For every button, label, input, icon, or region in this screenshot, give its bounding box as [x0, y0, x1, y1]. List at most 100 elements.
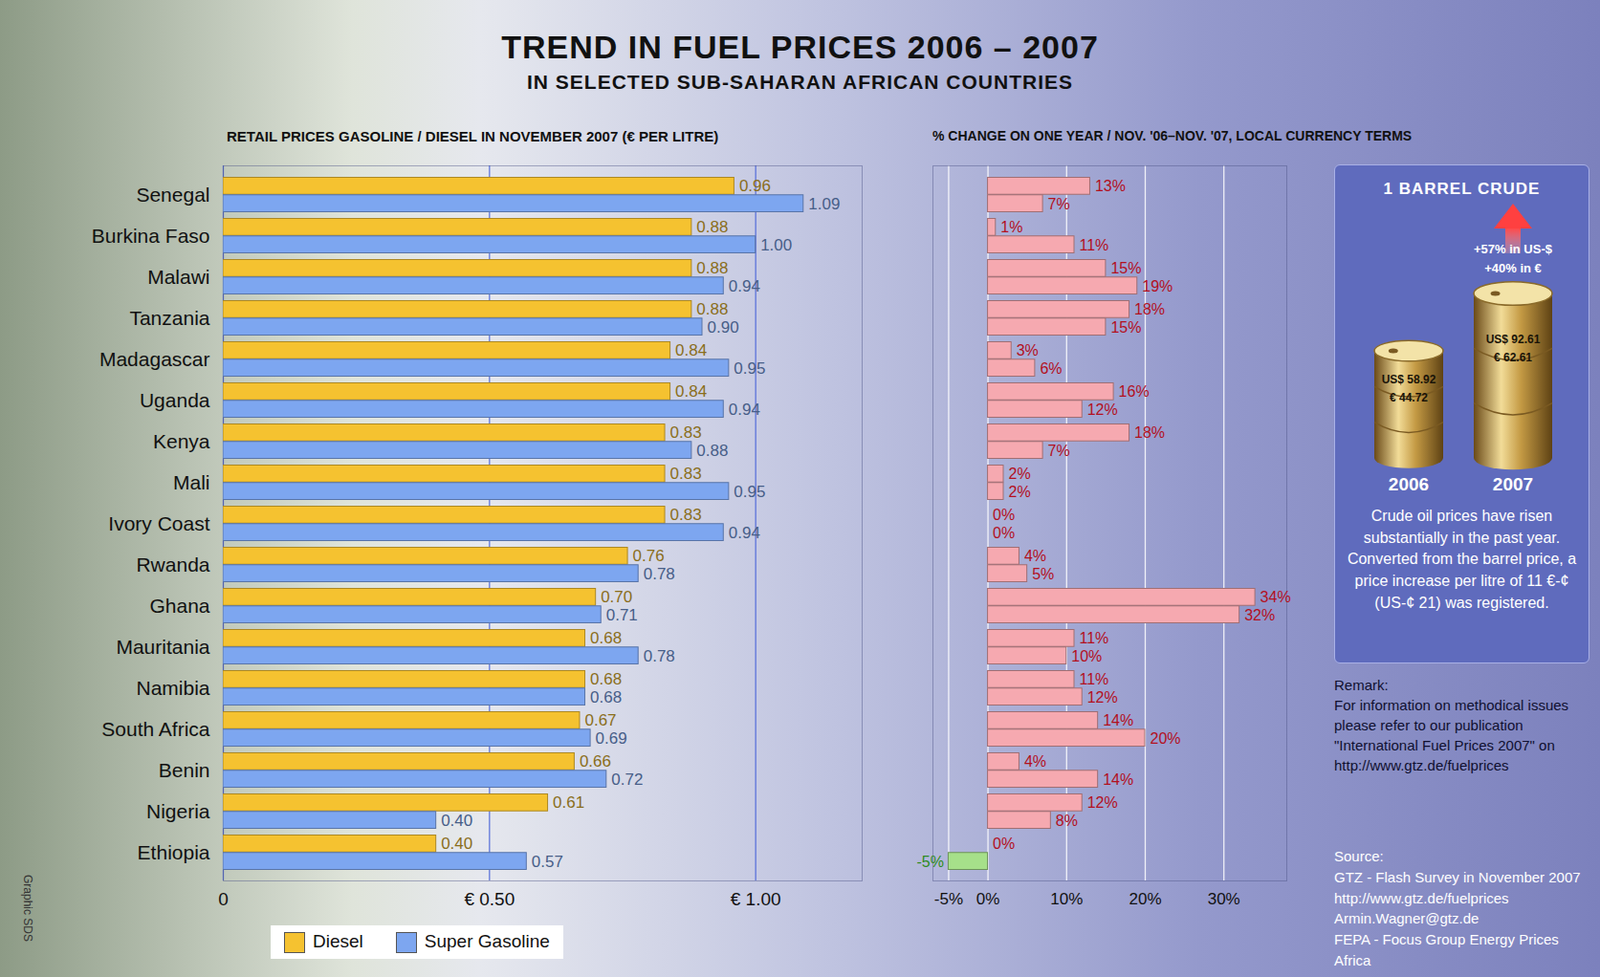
svg-text:2%: 2%: [1008, 465, 1031, 483]
svg-text:Mauritania: Mauritania: [115, 635, 210, 658]
svg-text:0: 0: [218, 889, 229, 910]
svg-text:0.78: 0.78: [643, 565, 676, 584]
svg-text:8%: 8%: [1055, 812, 1078, 830]
svg-text:3%: 3%: [1016, 342, 1039, 359]
svg-text:Tanzania: Tanzania: [129, 306, 210, 329]
svg-text:+57% in US-$: +57% in US-$: [1473, 241, 1554, 257]
svg-text:Benin: Benin: [158, 759, 211, 782]
svg-text:+40% in €: +40% in €: [1484, 261, 1542, 276]
svg-text:19%: 19%: [1141, 278, 1173, 295]
svg-text:0.57: 0.57: [531, 853, 564, 872]
svg-text:0.70: 0.70: [600, 588, 633, 607]
svg-text:Ethiopia: Ethiopia: [137, 841, 211, 864]
svg-text:US$ 92.61: US$ 92.61: [1486, 332, 1541, 347]
svg-text:0.61: 0.61: [552, 793, 585, 812]
svg-text:0.95: 0.95: [733, 482, 766, 502]
svg-text:12%: 12%: [1087, 794, 1118, 811]
svg-text:0.88: 0.88: [696, 300, 728, 319]
svg-text:10%: 10%: [1050, 890, 1083, 909]
svg-text:13%: 13%: [1095, 177, 1126, 195]
svg-text:7%: 7%: [1048, 442, 1071, 460]
svg-text:11%: 11%: [1079, 671, 1110, 688]
svg-text:0%: 0%: [976, 890, 1001, 909]
svg-text:12%: 12%: [1087, 401, 1118, 418]
svg-text:16%: 16%: [1118, 383, 1150, 400]
svg-text:0.88: 0.88: [696, 259, 728, 278]
svg-text:Kenya: Kenya: [153, 430, 211, 453]
svg-text:20%: 20%: [1128, 890, 1162, 909]
svg-text:15%: 15%: [1110, 260, 1141, 277]
svg-text:32%: 32%: [1244, 607, 1275, 624]
svg-text:0.94: 0.94: [728, 400, 761, 419]
svg-text:1%: 1%: [1000, 219, 1023, 236]
svg-text:18%: 18%: [1134, 301, 1165, 318]
svg-text:4%: 4%: [1024, 547, 1047, 565]
svg-text:14%: 14%: [1102, 712, 1134, 729]
svg-text:Burkina Faso: Burkina Faso: [91, 224, 211, 247]
svg-text:€ 1.00: € 1.00: [730, 889, 782, 910]
svg-text:5%: 5%: [1031, 566, 1054, 583]
svg-text:1.00: 1.00: [760, 236, 792, 255]
svg-text:0.88: 0.88: [696, 441, 728, 461]
svg-text:Uganda: Uganda: [139, 389, 211, 412]
svg-text:0.69: 0.69: [595, 729, 628, 748]
svg-text:2007: 2007: [1492, 474, 1534, 495]
svg-text:0%: 0%: [992, 835, 1015, 853]
svg-text:US$ 58.92: US$ 58.92: [1381, 372, 1437, 387]
svg-text:-5%: -5%: [934, 890, 964, 909]
svg-text:4%: 4%: [1024, 753, 1047, 770]
svg-text:15%: 15%: [1110, 319, 1141, 336]
svg-text:11%: 11%: [1079, 237, 1110, 254]
svg-text:30%: 30%: [1207, 890, 1241, 909]
svg-text:0%: 0%: [992, 506, 1015, 524]
svg-text:1.09: 1.09: [808, 195, 840, 214]
svg-text:Ghana: Ghana: [149, 594, 210, 617]
svg-text:1 BARREL CRUDE: 1 BARREL CRUDE: [1383, 179, 1541, 198]
svg-text:0.96: 0.96: [739, 176, 771, 196]
svg-text:Malawi: Malawi: [147, 265, 210, 288]
svg-text:€ 0.50: € 0.50: [463, 889, 515, 910]
svg-text:7%: 7%: [1048, 196, 1071, 213]
svg-text:Mali: Mali: [173, 471, 211, 494]
svg-text:18%: 18%: [1134, 424, 1165, 441]
svg-text:0.83: 0.83: [670, 423, 702, 442]
svg-text:0.72: 0.72: [611, 770, 643, 790]
svg-text:Madagascar: Madagascar: [99, 348, 211, 371]
svg-text:0.88: 0.88: [696, 218, 728, 237]
svg-text:Ivory Coast: Ivory Coast: [108, 512, 210, 535]
svg-text:0.68: 0.68: [590, 688, 622, 707]
svg-text:0%: 0%: [992, 525, 1015, 542]
svg-text:0.83: 0.83: [670, 505, 702, 525]
svg-text:0.83: 0.83: [670, 464, 702, 483]
svg-text:Namibia: Namibia: [135, 677, 210, 700]
svg-text:0.66: 0.66: [579, 752, 612, 771]
svg-text:€ 62.61: € 62.61: [1493, 350, 1533, 365]
svg-text:-5%: -5%: [916, 854, 943, 871]
svg-text:0.84: 0.84: [675, 341, 707, 360]
svg-text:0.78: 0.78: [643, 647, 676, 666]
svg-text:0.76: 0.76: [633, 547, 665, 566]
svg-text:6%: 6%: [1039, 360, 1062, 377]
svg-text:0.40: 0.40: [440, 834, 473, 854]
svg-text:0.71: 0.71: [606, 606, 638, 625]
svg-text:Rwanda: Rwanda: [135, 553, 210, 576]
svg-text:14%: 14%: [1102, 771, 1134, 789]
svg-text:0.95: 0.95: [733, 359, 766, 378]
svg-text:12%: 12%: [1087, 689, 1118, 706]
svg-text:0.84: 0.84: [675, 382, 707, 401]
svg-text:0.40: 0.40: [440, 811, 473, 831]
svg-text:€ 44.72: € 44.72: [1389, 391, 1428, 405]
svg-text:0.68: 0.68: [590, 670, 622, 689]
svg-text:11%: 11%: [1079, 630, 1110, 647]
svg-text:0.67: 0.67: [584, 711, 616, 730]
svg-text:Nigeria: Nigeria: [146, 800, 211, 823]
svg-text:20%: 20%: [1150, 730, 1182, 747]
svg-text:0.94: 0.94: [728, 524, 761, 543]
svg-text:Senegal: Senegal: [135, 183, 210, 206]
svg-text:34%: 34%: [1260, 589, 1292, 606]
svg-text:10%: 10%: [1071, 648, 1102, 665]
svg-text:2006: 2006: [1388, 474, 1429, 495]
svg-text:South Africa: South Africa: [101, 718, 211, 741]
svg-text:0.68: 0.68: [590, 629, 622, 648]
svg-text:0.94: 0.94: [728, 277, 761, 296]
